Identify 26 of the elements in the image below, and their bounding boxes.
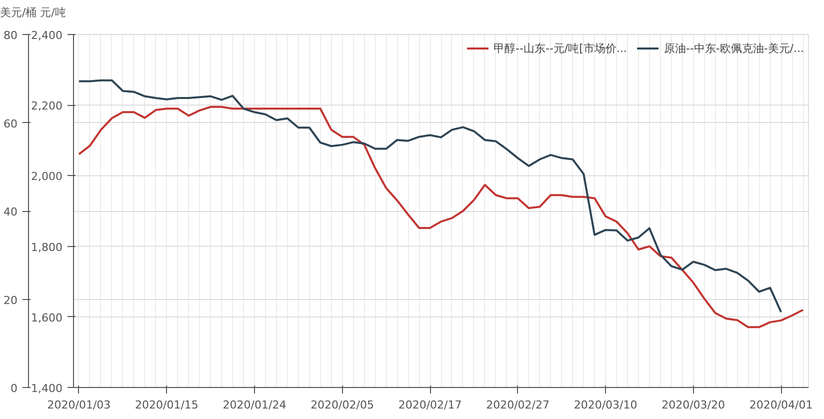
y-tick-label: 80 <box>4 29 18 42</box>
x-tick-label: 2020/03/20 <box>662 398 726 412</box>
x-tick-label: 2020/03/10 <box>574 398 638 412</box>
y-tick-label: 0 <box>10 382 18 395</box>
line-series <box>78 106 804 328</box>
y-tick-label: 60 <box>4 117 18 130</box>
x-tick-label: 2020/02/27 <box>486 398 550 412</box>
x-tick-label: 2020/04/01 <box>749 398 813 412</box>
y2-tick-label: 2,400 <box>31 29 63 42</box>
x-tick-label: 2020/01/24 <box>222 398 286 412</box>
legend-label: 原油--中东-欧佩克油-美元/... <box>664 40 804 56</box>
y-axis-title: 美元/桶 <box>0 6 37 19</box>
y2-tick-label: 1,400 <box>31 382 63 395</box>
y2-tick-label: 2,000 <box>31 170 63 184</box>
y2-tick-label: 2,200 <box>31 100 63 113</box>
y2-tick-label: 1,600 <box>31 311 63 324</box>
x-tick-label: 2020/01/15 <box>135 398 198 412</box>
legend-label: 甲醇--山东--元/吨[市场价... <box>494 40 627 56</box>
y-tick-label: 20 <box>4 294 18 307</box>
x-tick-label: 2020/01/03 <box>47 398 111 412</box>
y-tick-label: 40 <box>4 206 18 218</box>
x-tick-label: 2020/02/17 <box>398 398 462 412</box>
line-series <box>78 79 782 314</box>
x-tick-label: 2020/02/05 <box>310 398 374 412</box>
y2-axis-title: 元/吨 <box>40 6 66 19</box>
y2-tick-label: 1,800 <box>31 240 63 254</box>
